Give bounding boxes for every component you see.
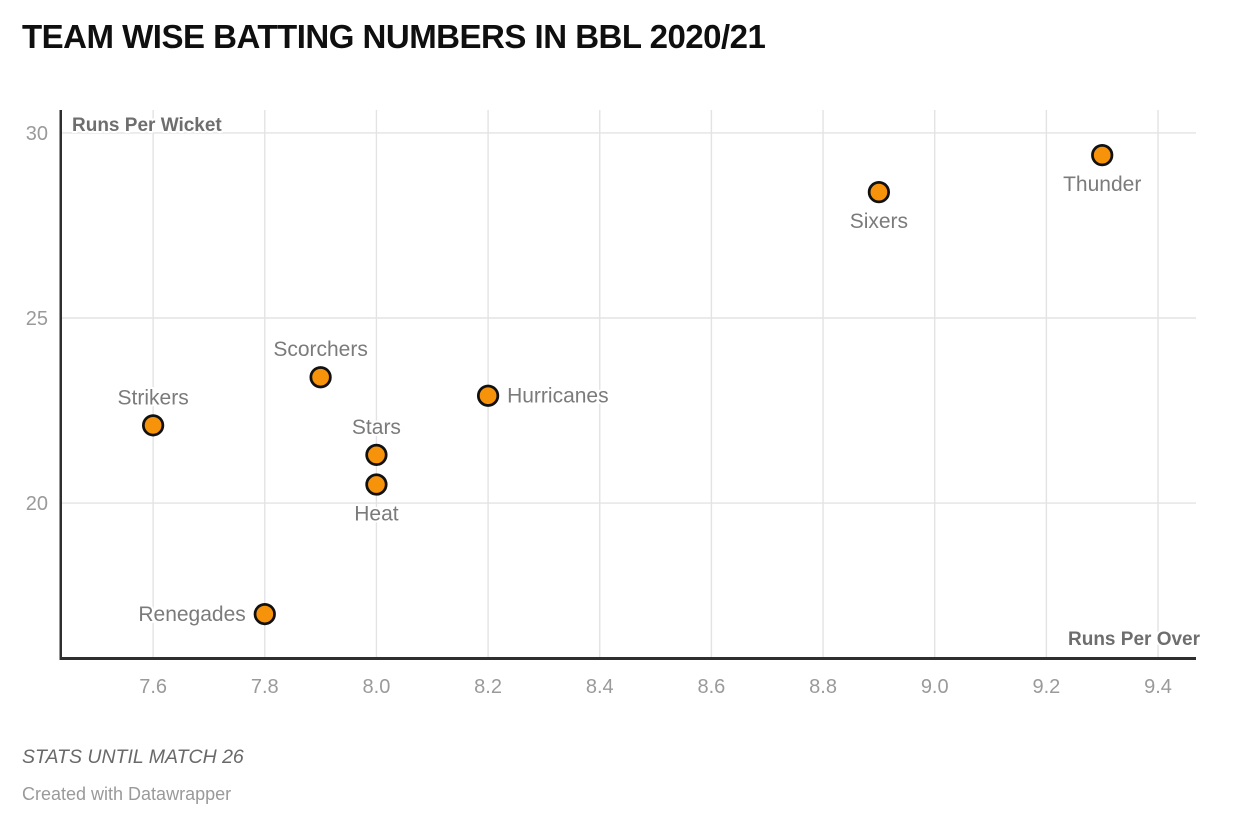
y-tick-label: 25 (26, 308, 48, 330)
point-label-heat: Heat (354, 503, 399, 526)
y-axis-title: Runs Per Wicket (72, 115, 222, 136)
data-point-hurricanes[interactable] (476, 384, 500, 407)
point-label-hurricanes: Hurricanes (507, 385, 609, 408)
datawrapper-attribution: Created with Datawrapper (22, 784, 232, 804)
point-label-stars: Stars (352, 416, 401, 439)
x-tick-label: 8.4 (586, 676, 614, 698)
scatter-plot: 7.6 7.8 8.0 8.2 8.4 8.6 8.8 9.0 9.2 9.4 20 25 30 Runs… (26, 110, 1203, 698)
data-point-sixers[interactable] (867, 181, 891, 204)
chart-title: TEAM WISE BATTING NUMBERS IN BBL 2020/21 (22, 18, 766, 55)
y-tick-label: 20 (26, 493, 48, 515)
x-tick-label: 8.6 (697, 676, 725, 698)
x-tick-label: 9.0 (921, 676, 949, 698)
point-label-sixers: Sixers (850, 210, 908, 233)
x-tick-label: 9.4 (1144, 676, 1172, 698)
x-axis-title: Runs Per Over (1068, 629, 1201, 650)
x-tick-label: 9.2 (1032, 676, 1060, 698)
data-point-thunder[interactable] (1091, 144, 1114, 167)
data-point-scorchers[interactable] (309, 366, 332, 389)
x-tick-label: 7.8 (251, 676, 279, 698)
x-tick-label: 7.6 (139, 676, 167, 698)
data-point-renegades[interactable] (253, 602, 276, 626)
data-point-stars[interactable] (365, 443, 388, 467)
point-label-strikers: Strikers (118, 386, 189, 409)
point-label-thunder: Thunder (1063, 173, 1141, 196)
x-tick-label: 8.0 (363, 676, 391, 698)
point-label-scorchers: Scorchers (273, 338, 368, 361)
x-axis-line (59, 657, 1196, 660)
data-point-heat[interactable] (365, 473, 388, 496)
y-axis-line (59, 110, 62, 659)
data-point-strikers[interactable] (141, 414, 165, 437)
x-tick-label: 8.8 (809, 676, 837, 698)
x-tick-label: 8.2 (474, 676, 502, 698)
chart-note: STATS UNTIL MATCH 26 (22, 746, 244, 768)
point-label-renegades: Renegades (138, 603, 245, 626)
y-tick-label: 30 (26, 123, 48, 145)
